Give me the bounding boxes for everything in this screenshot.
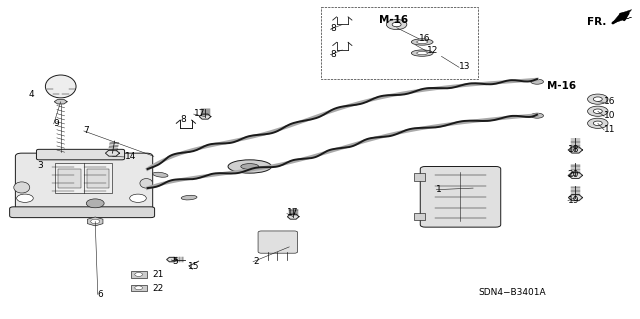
Bar <box>321 7 477 78</box>
Text: 18: 18 <box>568 145 579 154</box>
Polygon shape <box>568 195 582 201</box>
Polygon shape <box>568 147 582 153</box>
FancyBboxPatch shape <box>15 153 153 215</box>
Text: 13: 13 <box>460 62 470 71</box>
Text: 11: 11 <box>604 125 616 134</box>
Ellipse shape <box>14 182 29 193</box>
Ellipse shape <box>412 39 433 45</box>
Text: 10: 10 <box>604 111 616 120</box>
Text: 6: 6 <box>98 290 104 299</box>
Ellipse shape <box>531 79 543 84</box>
Text: 15: 15 <box>188 262 200 271</box>
Text: 3: 3 <box>38 161 44 170</box>
Ellipse shape <box>417 41 428 44</box>
Text: FR.: FR. <box>587 17 606 27</box>
FancyBboxPatch shape <box>420 167 500 227</box>
Polygon shape <box>167 257 177 262</box>
Ellipse shape <box>140 179 153 188</box>
Bar <box>58 169 81 188</box>
Text: 17: 17 <box>287 208 298 217</box>
Circle shape <box>392 22 401 27</box>
Text: 14: 14 <box>125 152 136 161</box>
Bar <box>55 163 113 193</box>
FancyBboxPatch shape <box>36 149 125 160</box>
Polygon shape <box>612 10 632 24</box>
Circle shape <box>588 94 608 104</box>
Bar <box>414 173 426 181</box>
Circle shape <box>588 118 608 128</box>
Bar <box>87 169 109 188</box>
Text: 20: 20 <box>568 170 579 179</box>
Bar <box>131 285 147 291</box>
Circle shape <box>387 19 407 30</box>
Circle shape <box>17 194 33 202</box>
Text: 16: 16 <box>604 97 616 106</box>
Text: 17: 17 <box>193 109 205 118</box>
Bar <box>414 213 426 220</box>
Polygon shape <box>287 214 299 219</box>
Ellipse shape <box>417 51 428 55</box>
Text: 5: 5 <box>172 257 177 266</box>
Text: 21: 21 <box>153 270 164 279</box>
Text: 8: 8 <box>180 115 186 124</box>
Text: 16: 16 <box>419 34 431 43</box>
Text: 22: 22 <box>153 284 164 293</box>
Ellipse shape <box>181 195 197 200</box>
FancyBboxPatch shape <box>10 207 155 218</box>
Polygon shape <box>106 150 120 156</box>
Bar <box>131 271 147 278</box>
Ellipse shape <box>153 172 168 177</box>
Polygon shape <box>54 100 67 104</box>
Circle shape <box>86 199 104 208</box>
Circle shape <box>91 219 100 224</box>
Text: 19: 19 <box>568 196 579 205</box>
FancyBboxPatch shape <box>258 231 298 253</box>
Circle shape <box>130 194 147 202</box>
Ellipse shape <box>228 160 271 173</box>
Ellipse shape <box>531 113 543 118</box>
Text: 1: 1 <box>436 185 442 194</box>
Circle shape <box>593 121 602 125</box>
Circle shape <box>593 109 602 114</box>
Text: 8: 8 <box>330 24 336 33</box>
Text: M-16: M-16 <box>547 81 576 91</box>
Text: 2: 2 <box>253 257 259 266</box>
Text: M-16: M-16 <box>380 15 408 26</box>
Ellipse shape <box>45 75 76 98</box>
Circle shape <box>588 106 608 116</box>
Polygon shape <box>568 172 582 178</box>
Circle shape <box>135 272 143 276</box>
Text: 12: 12 <box>428 46 438 56</box>
Text: 8: 8 <box>330 49 336 59</box>
Circle shape <box>593 97 602 101</box>
Ellipse shape <box>412 50 433 56</box>
Text: SDN4−B3401A: SDN4−B3401A <box>478 288 546 297</box>
Circle shape <box>135 286 143 290</box>
Ellipse shape <box>241 164 259 169</box>
Text: 9: 9 <box>53 119 59 129</box>
Text: 4: 4 <box>29 90 35 99</box>
Polygon shape <box>199 114 211 119</box>
Text: 7: 7 <box>84 126 90 135</box>
